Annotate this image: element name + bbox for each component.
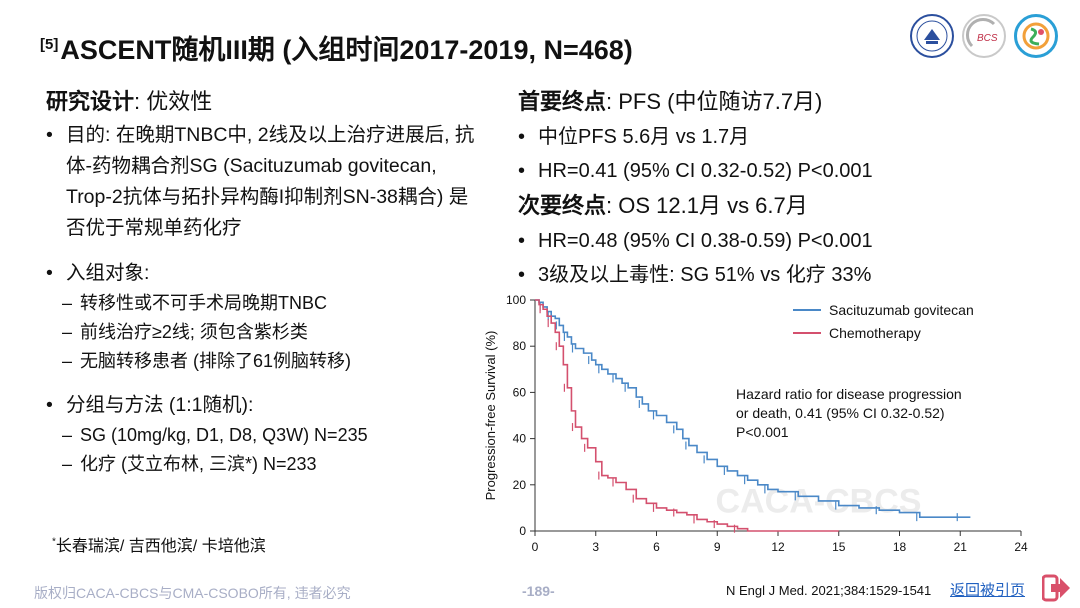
return-arrow-icon[interactable] [1042, 574, 1072, 602]
slide-title: [5]ASCENT随机III期 (入组时间2017-2019, N=468) [40, 28, 633, 67]
y-tick-label: 100 [506, 293, 526, 307]
citation: N Engl J Med. 2021;384:1529-1541 [726, 583, 932, 598]
list-item: 化疗 (艾立布林, 三滨*) N=233 [62, 450, 486, 479]
y-tick-label: 40 [513, 432, 527, 446]
secondary-endpoint-heading: 次要终点: OS 12.1月 vs 6.7月 [518, 193, 808, 218]
grouping-list: SG (10mg/kg, D1, D8, Q3W) N=235 化疗 (艾立布林… [62, 421, 486, 479]
list-item: 3级及以上毒性: SG 51% vs 化疗 33% [518, 258, 1058, 292]
population-list: 转移性或不可手术局晚期TNBC 前线治疗≥2线; 须包含紫杉类 无脑转移患者 (… [62, 289, 486, 376]
back-to-reference-link[interactable]: 返回被引页 [950, 582, 1026, 599]
study-design-heading: 研究设计: 优效性 [46, 89, 213, 114]
logo-group: BCS [910, 14, 1058, 58]
x-tick-label: 12 [771, 540, 785, 554]
primary-endpoint-heading: 首要终点: PFS (中位随访7.7月) [518, 89, 823, 114]
reference-number: [5] [40, 36, 59, 53]
secondary-endpoint-list: HR=0.48 (95% CI 0.38-0.59) P<0.001 3级及以上… [518, 224, 1058, 292]
list-item: 无脑转移患者 (排除了61例脑转移) [62, 347, 486, 376]
page-number: -189- [522, 583, 555, 599]
purpose-item: 目的: 在晚期TNBC中, 2线及以上治疗进展后, 抗体-药物耦合剂SG (Sa… [46, 120, 486, 244]
university-seal-logo [910, 14, 954, 58]
bcs-logo: BCS [962, 14, 1006, 58]
grouping-label: 分组与方法 (1:1随机): [46, 390, 486, 421]
legend-label: Chemotherapy [829, 325, 921, 341]
hazard-ratio-annotation: or death, 0.41 (95% CI 0.32-0.52) [736, 405, 945, 421]
copyright-notice: 版权归CACA-CBCS与CMA-CSOBO所有, 违者必究 [34, 585, 351, 601]
list-item: HR=0.48 (95% CI 0.38-0.59) P<0.001 [518, 224, 1058, 258]
y-tick-label: 0 [519, 524, 526, 538]
svg-text:BCS: BCS [977, 33, 998, 44]
x-tick-label: 15 [832, 540, 846, 554]
x-tick-label: 3 [592, 540, 599, 554]
title-text: ASCENT随机III期 (入组时间2017-2019, N=468) [60, 35, 633, 65]
hazard-ratio-annotation: Hazard ratio for disease progression [736, 386, 962, 402]
design-list: 目的: 在晚期TNBC中, 2线及以上治疗进展后, 抗体-药物耦合剂SG (Sa… [46, 120, 486, 244]
y-tick-label: 80 [513, 339, 527, 353]
series-line-sg [535, 299, 971, 518]
primary-endpoint-list: 中位PFS 5.6月 vs 1.7月 HR=0.41 (95% CI 0.32-… [518, 120, 1058, 188]
x-tick-label: 0 [532, 540, 539, 554]
x-tick-label: 18 [893, 540, 907, 554]
list-item: 转移性或不可手术局晚期TNBC [62, 289, 486, 318]
x-tick-label: 9 [714, 540, 721, 554]
list-item: HR=0.41 (95% CI 0.32-0.52) P<0.001 [518, 154, 1058, 188]
series-line-chemo [535, 299, 839, 532]
y-tick-label: 20 [513, 478, 527, 492]
x-tick-label: 6 [653, 540, 660, 554]
y-tick-label: 60 [513, 385, 527, 399]
footnote: *长春瑞滨/ 吉西他滨/ 卡培他滨 [52, 536, 266, 555]
legend-label: Sacituzumab govitecan [829, 302, 974, 318]
x-tick-label: 21 [954, 540, 968, 554]
study-design-section: 研究设计: 优效性 目的: 在晚期TNBC中, 2线及以上治疗进展后, 抗体-药… [46, 84, 486, 479]
list-item: 中位PFS 5.6月 vs 1.7月 [518, 120, 1058, 154]
csobo-logo [1014, 14, 1058, 58]
x-tick-label: 24 [1014, 540, 1028, 554]
y-axis-label: Progression-free Survival (%) [483, 331, 498, 501]
list-item: 前线治疗≥2线; 须包含紫杉类 [62, 318, 486, 347]
endpoints-section: 首要终点: PFS (中位随访7.7月) 中位PFS 5.6月 vs 1.7月 … [518, 84, 1058, 292]
list-item: SG (10mg/kg, D1, D8, Q3W) N=235 [62, 421, 486, 450]
population-label: 入组对象: [46, 258, 486, 289]
hazard-ratio-annotation: P<0.001 [736, 424, 789, 440]
